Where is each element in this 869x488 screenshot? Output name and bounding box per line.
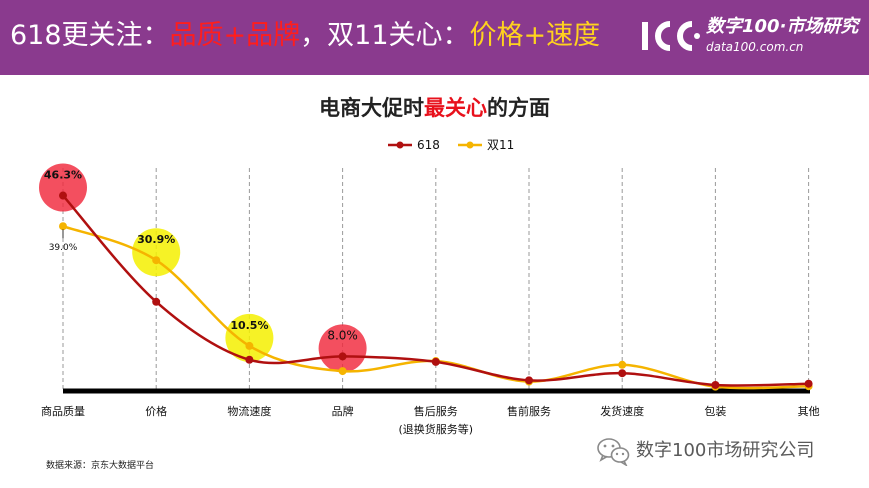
watermark-text: 数字100市场研究公司 xyxy=(636,440,815,461)
highlight-circle-0 xyxy=(39,163,87,212)
x-tick-label-8: 其他 xyxy=(798,405,820,418)
x-tick-label-1: 价格 xyxy=(145,404,167,418)
series-0-point-2 xyxy=(245,355,254,364)
highlight-circle-3 xyxy=(225,313,274,362)
data-label-0: 46.3% xyxy=(44,169,82,182)
series-0-point-7 xyxy=(711,380,720,389)
header-banner: 618更关注：品质+品牌，双11关心：价格+速度 数字100·市场研究 data… xyxy=(0,0,869,75)
header-title-price-speed: 价格+速度 xyxy=(469,20,601,51)
series-0-point-4 xyxy=(431,357,440,366)
data-label-4: 8.0% xyxy=(327,328,358,342)
chart-title-highlight: 最关心 xyxy=(424,96,487,120)
x-tick-label-5: 售前服务 xyxy=(507,404,551,418)
x-tick-label-6: 发货速度 xyxy=(600,404,644,418)
header-title-quality-brand: 品质+品牌 xyxy=(169,20,301,51)
series-line-0 xyxy=(62,194,809,387)
data-label-2: 30.9% xyxy=(137,233,175,246)
legend-marker-1 xyxy=(466,141,474,149)
series-0-point-8 xyxy=(804,379,813,388)
series-0-point-0 xyxy=(59,191,67,200)
data-label-3: 10.5% xyxy=(230,319,268,332)
line-chart: 46.3% 39.0% 30.9% 10.5% 8.0% 商品质量 价格 物流速度 品牌 售后服务… xyxy=(39,138,820,436)
header-title-part3: ，双11关心： xyxy=(300,20,470,51)
series-0-point-1 xyxy=(152,297,161,306)
x-tick-label-4: 售后服务 xyxy=(414,404,458,418)
header-title-part1: 618更关注： xyxy=(10,20,170,51)
logo-url: data100.com.cn xyxy=(706,40,804,54)
series-1-point-1 xyxy=(152,256,161,265)
legend-label-0: 618 xyxy=(417,138,440,152)
company-logo: 数字100·市场研究 data100.com.cn xyxy=(640,14,865,64)
series-0-point-5 xyxy=(525,376,533,385)
series-1-point-2 xyxy=(245,341,254,350)
series-1-point-6 xyxy=(618,360,627,369)
x-tick-label-2: 物流速度 xyxy=(227,404,271,418)
x-tick-label-3: 品牌 xyxy=(332,404,354,418)
wechat-icon xyxy=(597,438,630,466)
series-0-point-3 xyxy=(338,352,347,361)
data-label-1: 39.0% xyxy=(49,243,78,253)
logo-100-mark-icon xyxy=(642,21,700,51)
chart-title-part3: 的方面 xyxy=(487,96,550,120)
x-tick-sublabel-4: (退换货服务等) xyxy=(399,422,474,436)
series-1-point-0 xyxy=(59,222,67,231)
legend-label-1: 双11 xyxy=(487,138,514,152)
series-1-point-3 xyxy=(338,367,347,376)
x-tick-label-0: 商品质量 xyxy=(41,404,85,418)
x-tick-label-7: 包装 xyxy=(704,405,726,418)
chart-title-part1: 电商大促时 xyxy=(319,96,424,120)
highlight-circle-4 xyxy=(318,324,367,373)
highlight-circle-2 xyxy=(132,228,181,277)
logo-name: 数字100·市场研究 xyxy=(706,16,859,37)
legend-marker-0 xyxy=(396,141,404,149)
chart-title: 电商大促时最关心的方面 xyxy=(0,94,869,122)
series-0-point-6 xyxy=(618,369,627,378)
data-source-note: 数据来源：京东大数据平台 xyxy=(46,461,155,471)
header-title: 618更关注：品质+品牌，双11关心：价格+速度 xyxy=(10,18,600,54)
